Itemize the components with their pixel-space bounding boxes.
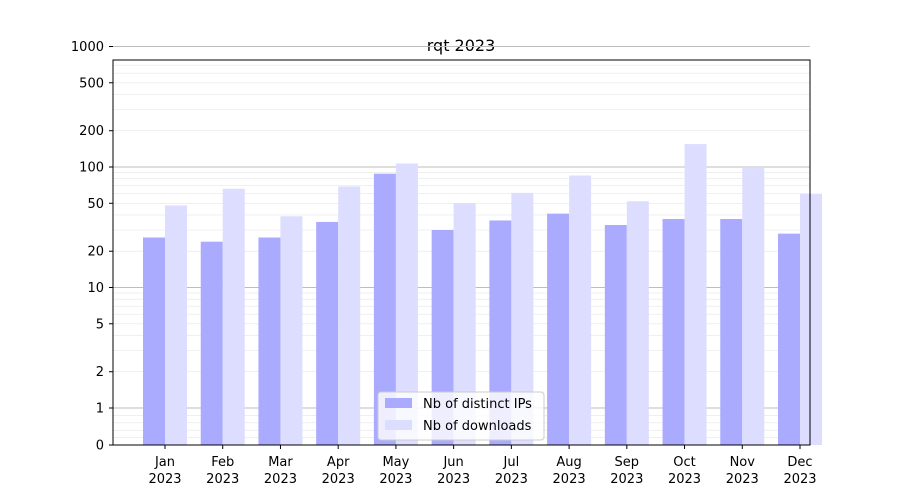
x-tick-label-year: 2023 bbox=[206, 472, 239, 487]
y-tick-label: 50 bbox=[87, 197, 104, 212]
chart-title: rqt 2023 bbox=[427, 36, 496, 55]
x-tick-label-year: 2023 bbox=[322, 472, 355, 487]
bar-downloads bbox=[684, 144, 707, 445]
bar-distinct-ips bbox=[143, 237, 165, 445]
legend-label-distinct-ips: Nb of distinct IPs bbox=[423, 397, 532, 412]
x-tick-label-year: 2023 bbox=[379, 472, 412, 487]
x-tick-label-month: Jul bbox=[503, 455, 520, 470]
legend-label-downloads: Nb of downloads bbox=[423, 419, 532, 434]
x-tick-label-month: Mar bbox=[268, 455, 293, 470]
legend: Nb of distinct IPs Nb of downloads bbox=[377, 391, 545, 441]
y-tick-label: 1 bbox=[96, 402, 104, 417]
bar-downloads bbox=[338, 186, 361, 445]
x-tick-label-month: Sep bbox=[615, 455, 640, 470]
x-tick-label-year: 2023 bbox=[437, 472, 470, 487]
bar-downloads bbox=[626, 201, 649, 445]
y-tick-label: 100 bbox=[79, 161, 104, 176]
bar-distinct-ips bbox=[489, 220, 512, 445]
x-tick-label-year: 2023 bbox=[610, 472, 643, 487]
legend-box bbox=[377, 391, 545, 441]
bars bbox=[143, 144, 822, 446]
bar-downloads bbox=[800, 193, 822, 445]
bar-downloads bbox=[222, 188, 245, 446]
bar-downloads bbox=[453, 203, 476, 445]
legend-swatch-downloads bbox=[385, 420, 412, 430]
y-tick-label: 2 bbox=[96, 365, 104, 380]
bar-distinct-ips bbox=[662, 219, 685, 445]
x-tick-label-year: 2023 bbox=[668, 472, 701, 487]
bar-downloads bbox=[280, 216, 303, 445]
x-tick-label-month: Oct bbox=[673, 455, 695, 470]
x-tick-label-year: 2023 bbox=[783, 472, 816, 487]
x-tick-label-year: 2023 bbox=[553, 472, 586, 487]
x-tick-label-year: 2023 bbox=[148, 472, 181, 487]
y-tick-label: 0 bbox=[96, 439, 104, 454]
bar-distinct-ips bbox=[200, 241, 223, 445]
y-tick-label: 20 bbox=[87, 245, 104, 260]
bar-distinct-ips bbox=[316, 221, 339, 445]
bar-distinct-ips bbox=[431, 230, 454, 445]
bar-downloads bbox=[569, 175, 592, 446]
legend-swatch-distinct-ips bbox=[385, 398, 412, 408]
plot-frame bbox=[112, 59, 811, 446]
bar-distinct-ips bbox=[778, 233, 800, 445]
bar-downloads bbox=[165, 205, 187, 445]
bar-downloads bbox=[395, 163, 418, 445]
y-tick-label: 500 bbox=[79, 76, 104, 91]
bar-distinct-ips bbox=[258, 237, 281, 445]
x-tick-label-year: 2023 bbox=[264, 472, 297, 487]
x-tick-label-month: May bbox=[382, 455, 409, 470]
y-tick-label: 10 bbox=[87, 281, 104, 296]
bar-distinct-ips bbox=[720, 219, 743, 445]
x-tick-label-month: Nov bbox=[730, 455, 756, 470]
y-axis: 0 1 2 5 10 20 50 100 200 500 1000 bbox=[71, 40, 113, 454]
y-tick-label: 5 bbox=[96, 317, 104, 332]
x-tick-label-month: Jan bbox=[154, 455, 175, 470]
bar-distinct-ips bbox=[373, 173, 396, 446]
x-tick-label-month: Apr bbox=[327, 455, 350, 470]
x-tick-label-month: Dec bbox=[787, 455, 812, 470]
x-tick-label-month: Feb bbox=[211, 455, 234, 470]
y-tick-label: 200 bbox=[79, 124, 104, 139]
x-tick-label-year: 2023 bbox=[726, 472, 759, 487]
x-tick-label-year: 2023 bbox=[495, 472, 528, 487]
x-axis: Jan 2023 Feb 2023 Mar 2023 Apr 2023 May 2023 Jun 20… bbox=[148, 445, 817, 487]
x-tick-label-month: Aug bbox=[556, 455, 581, 470]
bar-distinct-ips bbox=[547, 213, 570, 445]
y-tick-label: 1000 bbox=[71, 40, 104, 55]
bar-distinct-ips bbox=[604, 225, 627, 445]
bar-downloads bbox=[742, 168, 765, 445]
x-tick-label-month: Jun bbox=[442, 455, 463, 470]
bar-downloads bbox=[511, 192, 534, 445]
